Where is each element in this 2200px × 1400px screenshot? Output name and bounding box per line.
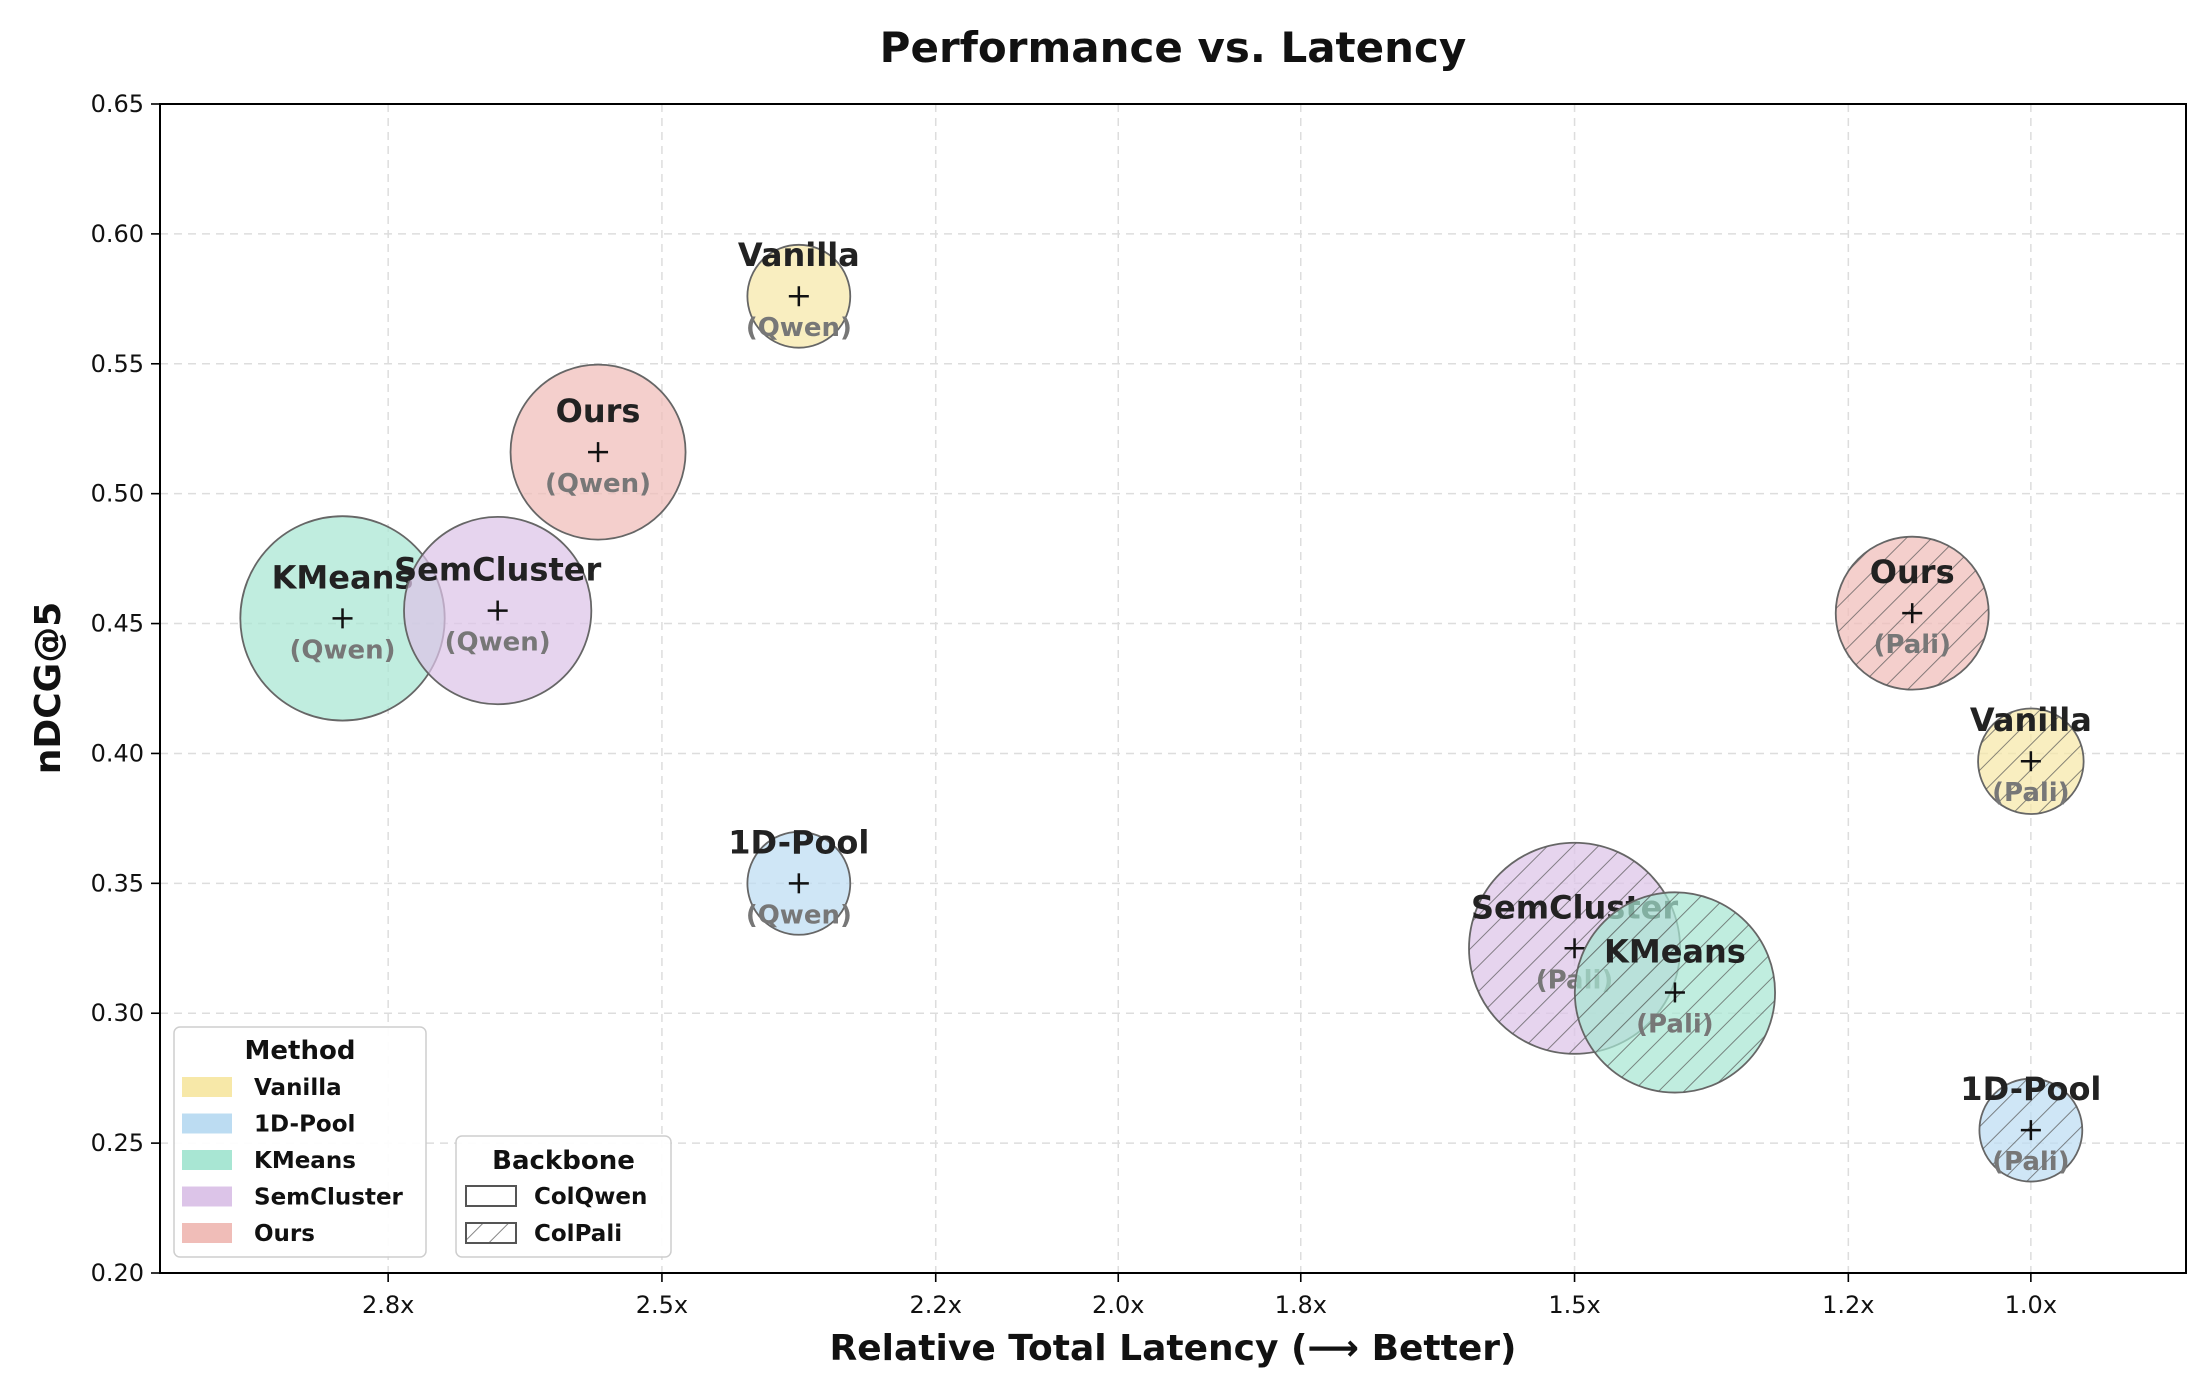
legend-entry-label: SemCluster <box>254 1185 404 1211</box>
backbone-label: (Qwen) <box>290 635 396 665</box>
y-tick-label: 0.40 <box>91 739 144 767</box>
y-tick-label: 0.35 <box>91 869 144 897</box>
legend-entry-label: Vanilla <box>254 1075 342 1101</box>
bubble-layer: Vanilla(Qwen)Ours(Qwen)KMeans(Qwen)SemCl… <box>239 236 2101 1183</box>
legend-pattern-hatch <box>465 1222 517 1244</box>
y-tick-label: 0.50 <box>91 480 144 508</box>
method-label: Ours <box>556 392 641 430</box>
backbone-label: (Qwen) <box>545 469 651 499</box>
method-label: KMeans <box>1604 932 1746 970</box>
legend-method-box <box>173 1026 427 1258</box>
y-tick-label: 0.45 <box>91 610 144 638</box>
bubble-kmeans-qwen: KMeans (Qwen) <box>239 515 446 722</box>
x-axis-label: Relative Total Latency (⟶ Better) <box>830 1328 1517 1369</box>
legend-swatch <box>182 1186 232 1207</box>
method-label: 1D-Pool <box>1960 1070 2101 1108</box>
method-label: Ours <box>1870 553 1955 591</box>
method-label: Vanilla <box>738 236 860 274</box>
legend-entry-label: ColQwen <box>534 1184 647 1210</box>
x-tick-label: 2.2x <box>910 1291 962 1319</box>
legend-entry-label: 1D-Pool <box>254 1112 355 1138</box>
bubble-kmeans-pali: KMeans (Pali) <box>1573 891 1776 1094</box>
legend-entry-label: KMeans <box>254 1148 356 1174</box>
x-tick-label: 2.5x <box>636 1291 688 1319</box>
legend-swatch <box>182 1150 232 1170</box>
legend-entry-label: ColPali <box>534 1221 622 1247</box>
method-label: 1D-Pool <box>728 823 869 861</box>
plot-frame <box>159 103 2187 1274</box>
backbone-label: (Qwen) <box>445 628 551 658</box>
method-label: KMeans <box>272 558 414 596</box>
y-tick-label: 0.65 <box>91 90 144 118</box>
legend-method-title: Method <box>245 1036 356 1066</box>
x-tick-label: 1.8x <box>1275 1291 1327 1319</box>
bubble-ours-pali: Ours (Pali) <box>1834 535 1990 691</box>
method-label: Vanilla <box>1970 701 2092 739</box>
y-tick-label: 0.60 <box>91 220 144 248</box>
backbone-label: (Qwen) <box>746 900 852 930</box>
method-label: SemCluster <box>394 551 601 589</box>
x-tick-label: 1.5x <box>1548 1291 1600 1319</box>
bubble-semcluster-qwen: SemCluster (Qwen) <box>394 516 601 706</box>
bubble-vanilla-pali: Vanilla (Pali) <box>1970 701 2092 815</box>
legend-pattern-swatch <box>465 1185 517 1207</box>
bubble-1d-pool-pali: 1D-Pool (Pali) <box>1960 1070 2101 1183</box>
x-tick-label: 1.2x <box>1822 1291 1874 1319</box>
legend-method: Method Vanilla 1D-Pool KMeans SemCluster Ours <box>173 1026 427 1258</box>
backbone-label: (Qwen) <box>746 313 852 343</box>
legend-backbone: Backbone ColQwen ColPali <box>455 1135 672 1258</box>
backbone-label: (Pali) <box>1992 778 2070 808</box>
axis-ticks: 2.8x 2.5x 2.2x 2.0x 1.8x 1.5x 1.2x 1.0x 0.20 0.25… <box>91 90 2057 1319</box>
backbone-label: (Pali) <box>1636 1009 1714 1039</box>
y-tick-label: 0.25 <box>91 1129 144 1157</box>
legend-swatch <box>182 1223 232 1243</box>
x-tick-label: 2.8x <box>362 1291 414 1319</box>
y-tick-label: 0.55 <box>91 350 144 378</box>
bubble-1d-pool-qwen: 1D-Pool (Qwen) <box>728 823 869 936</box>
backbone-label: (Pali) <box>1992 1147 2070 1177</box>
y-axis-label: nDCG@5 <box>28 602 69 775</box>
y-tick-label: 0.30 <box>91 999 144 1027</box>
legend-swatch <box>182 1113 232 1134</box>
chart-title: Performance vs. Latency <box>880 23 1467 72</box>
x-tick-label: 2.0x <box>1092 1291 1144 1319</box>
legend-backbone-title: Backbone <box>492 1146 635 1176</box>
bubble-vanilla-qwen: Vanilla (Qwen) <box>738 236 860 349</box>
x-tick-label: 1.0x <box>2005 1291 2057 1319</box>
y-tick-label: 0.20 <box>91 1259 144 1287</box>
legend-entry-label: Ours <box>254 1221 315 1247</box>
bubble-ours-qwen: Ours (Qwen) <box>509 363 687 541</box>
backbone-label: (Pali) <box>1873 630 1951 660</box>
legend-swatch <box>182 1077 232 1097</box>
